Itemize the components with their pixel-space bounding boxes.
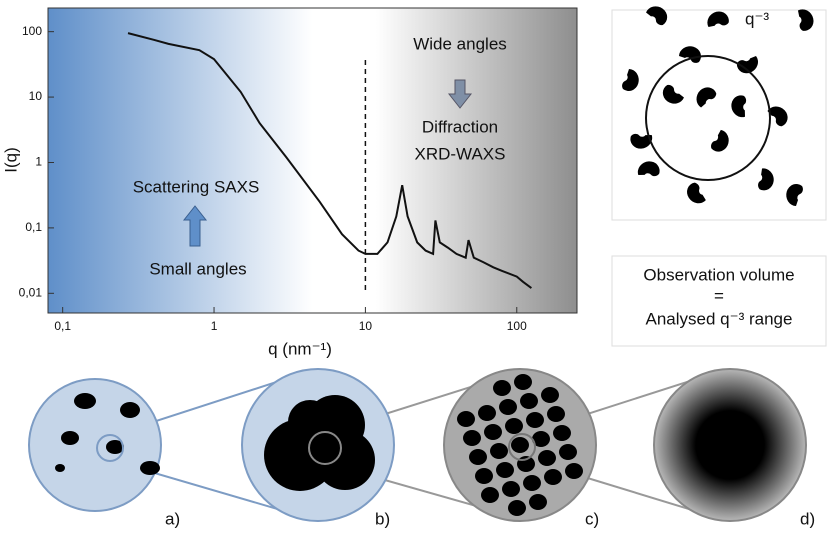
atom xyxy=(538,450,556,466)
y-tick-label: 10 xyxy=(29,89,43,103)
y-tick-label: 100 xyxy=(22,24,42,38)
atom xyxy=(505,418,523,434)
caption: Observation volume xyxy=(643,265,794,284)
atom xyxy=(523,475,541,491)
atom xyxy=(463,430,481,446)
atom xyxy=(547,406,565,422)
atom xyxy=(511,437,529,453)
panel-d xyxy=(654,369,806,521)
atom xyxy=(457,411,475,427)
atom xyxy=(508,500,526,516)
annotation: Small angles xyxy=(149,259,246,278)
caption: Analysed q⁻³ range xyxy=(646,309,793,328)
x-tick-label: 1 xyxy=(211,319,218,333)
atom xyxy=(541,387,559,403)
atom xyxy=(484,424,502,440)
atom xyxy=(544,469,562,485)
annotation: XRD-WAXS xyxy=(415,144,506,163)
atom xyxy=(475,468,493,484)
atom xyxy=(559,444,577,460)
x-axis-label: q (nm⁻¹) xyxy=(268,339,332,358)
atom xyxy=(520,393,538,409)
atom xyxy=(499,399,517,415)
x-tick-label: 0,1 xyxy=(54,319,71,333)
atom xyxy=(478,405,496,421)
atom xyxy=(514,374,532,390)
atom xyxy=(490,443,508,459)
atom xyxy=(496,462,514,478)
atom xyxy=(502,481,520,497)
atom xyxy=(553,425,571,441)
panel-label: c) xyxy=(585,509,599,528)
atom xyxy=(481,487,499,503)
atom xyxy=(529,494,547,510)
annotation: Diffraction xyxy=(422,117,498,136)
atom xyxy=(469,449,487,465)
caption: = xyxy=(714,286,724,305)
annotation: Scattering SAXS xyxy=(133,177,260,196)
atom xyxy=(526,412,544,428)
y-tick-label: 0,1 xyxy=(25,220,42,234)
exponent-label: q⁻³ xyxy=(745,9,769,28)
figure: 0,1 1 10 100 0,01 0,1 1 10 100 Wide angles Diffr… xyxy=(0,0,829,532)
panel-label: d) xyxy=(800,509,815,528)
annotation: Wide angles xyxy=(413,34,507,53)
y-tick-label: 1 xyxy=(35,155,42,169)
panel-label: b) xyxy=(375,509,390,528)
x-tick-label: 100 xyxy=(507,319,527,333)
atom xyxy=(565,463,583,479)
x-tick-label: 10 xyxy=(359,319,373,333)
panel-label: a) xyxy=(165,509,180,528)
y-tick-label: 0,01 xyxy=(19,285,43,299)
atom xyxy=(493,380,511,396)
y-axis-label: I(q) xyxy=(1,147,20,173)
